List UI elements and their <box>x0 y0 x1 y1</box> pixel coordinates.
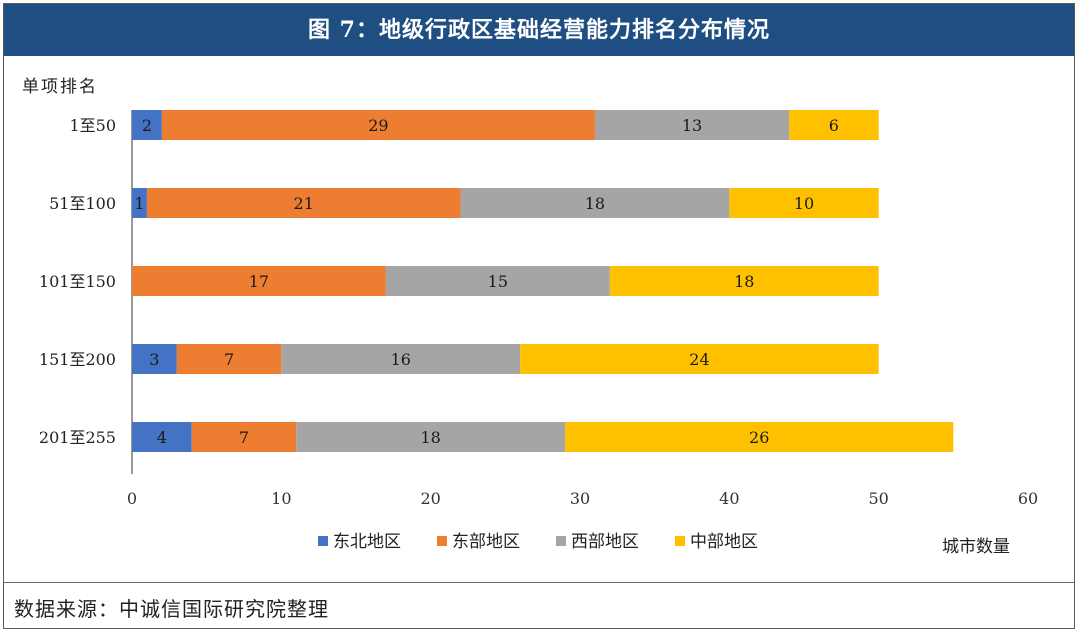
bar-segment <box>729 188 879 218</box>
data-label: 18 <box>420 428 440 447</box>
x-tick-label: 30 <box>570 489 590 508</box>
data-label: 24 <box>689 350 709 369</box>
bar-segment <box>594 110 790 140</box>
category-label: 1至50 <box>69 116 116 135</box>
x-tick-label: 50 <box>868 489 888 508</box>
legend-swatch <box>556 536 566 546</box>
data-label: 13 <box>682 116 702 135</box>
legend-swatch <box>437 536 447 546</box>
x-tick-label: 20 <box>420 489 440 508</box>
bar-segment <box>132 344 177 374</box>
chart-frame: 图 7：地级行政区基础经营能力排名分布情况 单项排名 数据来源：中诚信国际研究院… <box>3 3 1075 629</box>
x-tick-label: 60 <box>1018 489 1038 508</box>
category-label: 101至150 <box>39 272 116 291</box>
source-note: 数据来源：中诚信国际研究院整理 <box>14 597 329 621</box>
bar-segment <box>132 422 192 452</box>
bar-segment <box>146 188 461 218</box>
data-label: 7 <box>239 428 249 447</box>
data-label: 18 <box>734 272 754 291</box>
y-axis-label: 单项排名 <box>22 77 98 97</box>
data-label: 2 <box>142 116 152 135</box>
bar-segment <box>281 344 521 374</box>
category-label: 151至200 <box>39 350 116 369</box>
bar-segment <box>460 188 730 218</box>
legend-swatch <box>675 536 685 546</box>
legend-label: 西部地区 <box>571 532 639 552</box>
legend-swatch <box>318 536 328 546</box>
bar-segment <box>520 344 879 374</box>
legend-label: 中部地区 <box>690 532 758 552</box>
data-label: 7 <box>224 350 234 369</box>
bar-segment <box>132 188 147 218</box>
source-divider <box>4 582 1074 583</box>
data-label: 4 <box>157 428 167 447</box>
bar-segment <box>385 266 610 296</box>
legend-label: 东部地区 <box>452 532 520 552</box>
data-label: 16 <box>391 350 411 369</box>
legend-label: 东北地区 <box>333 532 401 552</box>
data-label: 26 <box>749 428 769 447</box>
bar-segment <box>132 110 162 140</box>
data-label: 17 <box>249 272 269 291</box>
bar-segment <box>176 344 282 374</box>
data-label: 1 <box>134 194 144 213</box>
bar-segment <box>789 110 879 140</box>
data-label: 6 <box>829 116 839 135</box>
data-label: 18 <box>585 194 605 213</box>
x-tick-label: 10 <box>271 489 291 508</box>
bar-segment <box>161 110 595 140</box>
x-tick-label: 40 <box>719 489 739 508</box>
bar-segment <box>191 422 297 452</box>
data-label: 15 <box>488 272 508 291</box>
category-label: 201至255 <box>39 428 116 447</box>
data-label: 21 <box>294 194 314 213</box>
bar-segment <box>565 422 954 452</box>
data-label: 29 <box>368 116 388 135</box>
bar-segment <box>132 266 386 296</box>
data-label: 10 <box>794 194 814 213</box>
data-label: 3 <box>149 350 159 369</box>
bar-segment <box>609 266 879 296</box>
x-axis-label: 城市数量 <box>942 537 1010 557</box>
chart-title: 图 7：地级行政区基础经营能力排名分布情况 <box>4 4 1074 56</box>
bar-segment <box>296 422 566 452</box>
x-tick-label: 0 <box>127 489 137 508</box>
category-label: 51至100 <box>49 194 116 213</box>
